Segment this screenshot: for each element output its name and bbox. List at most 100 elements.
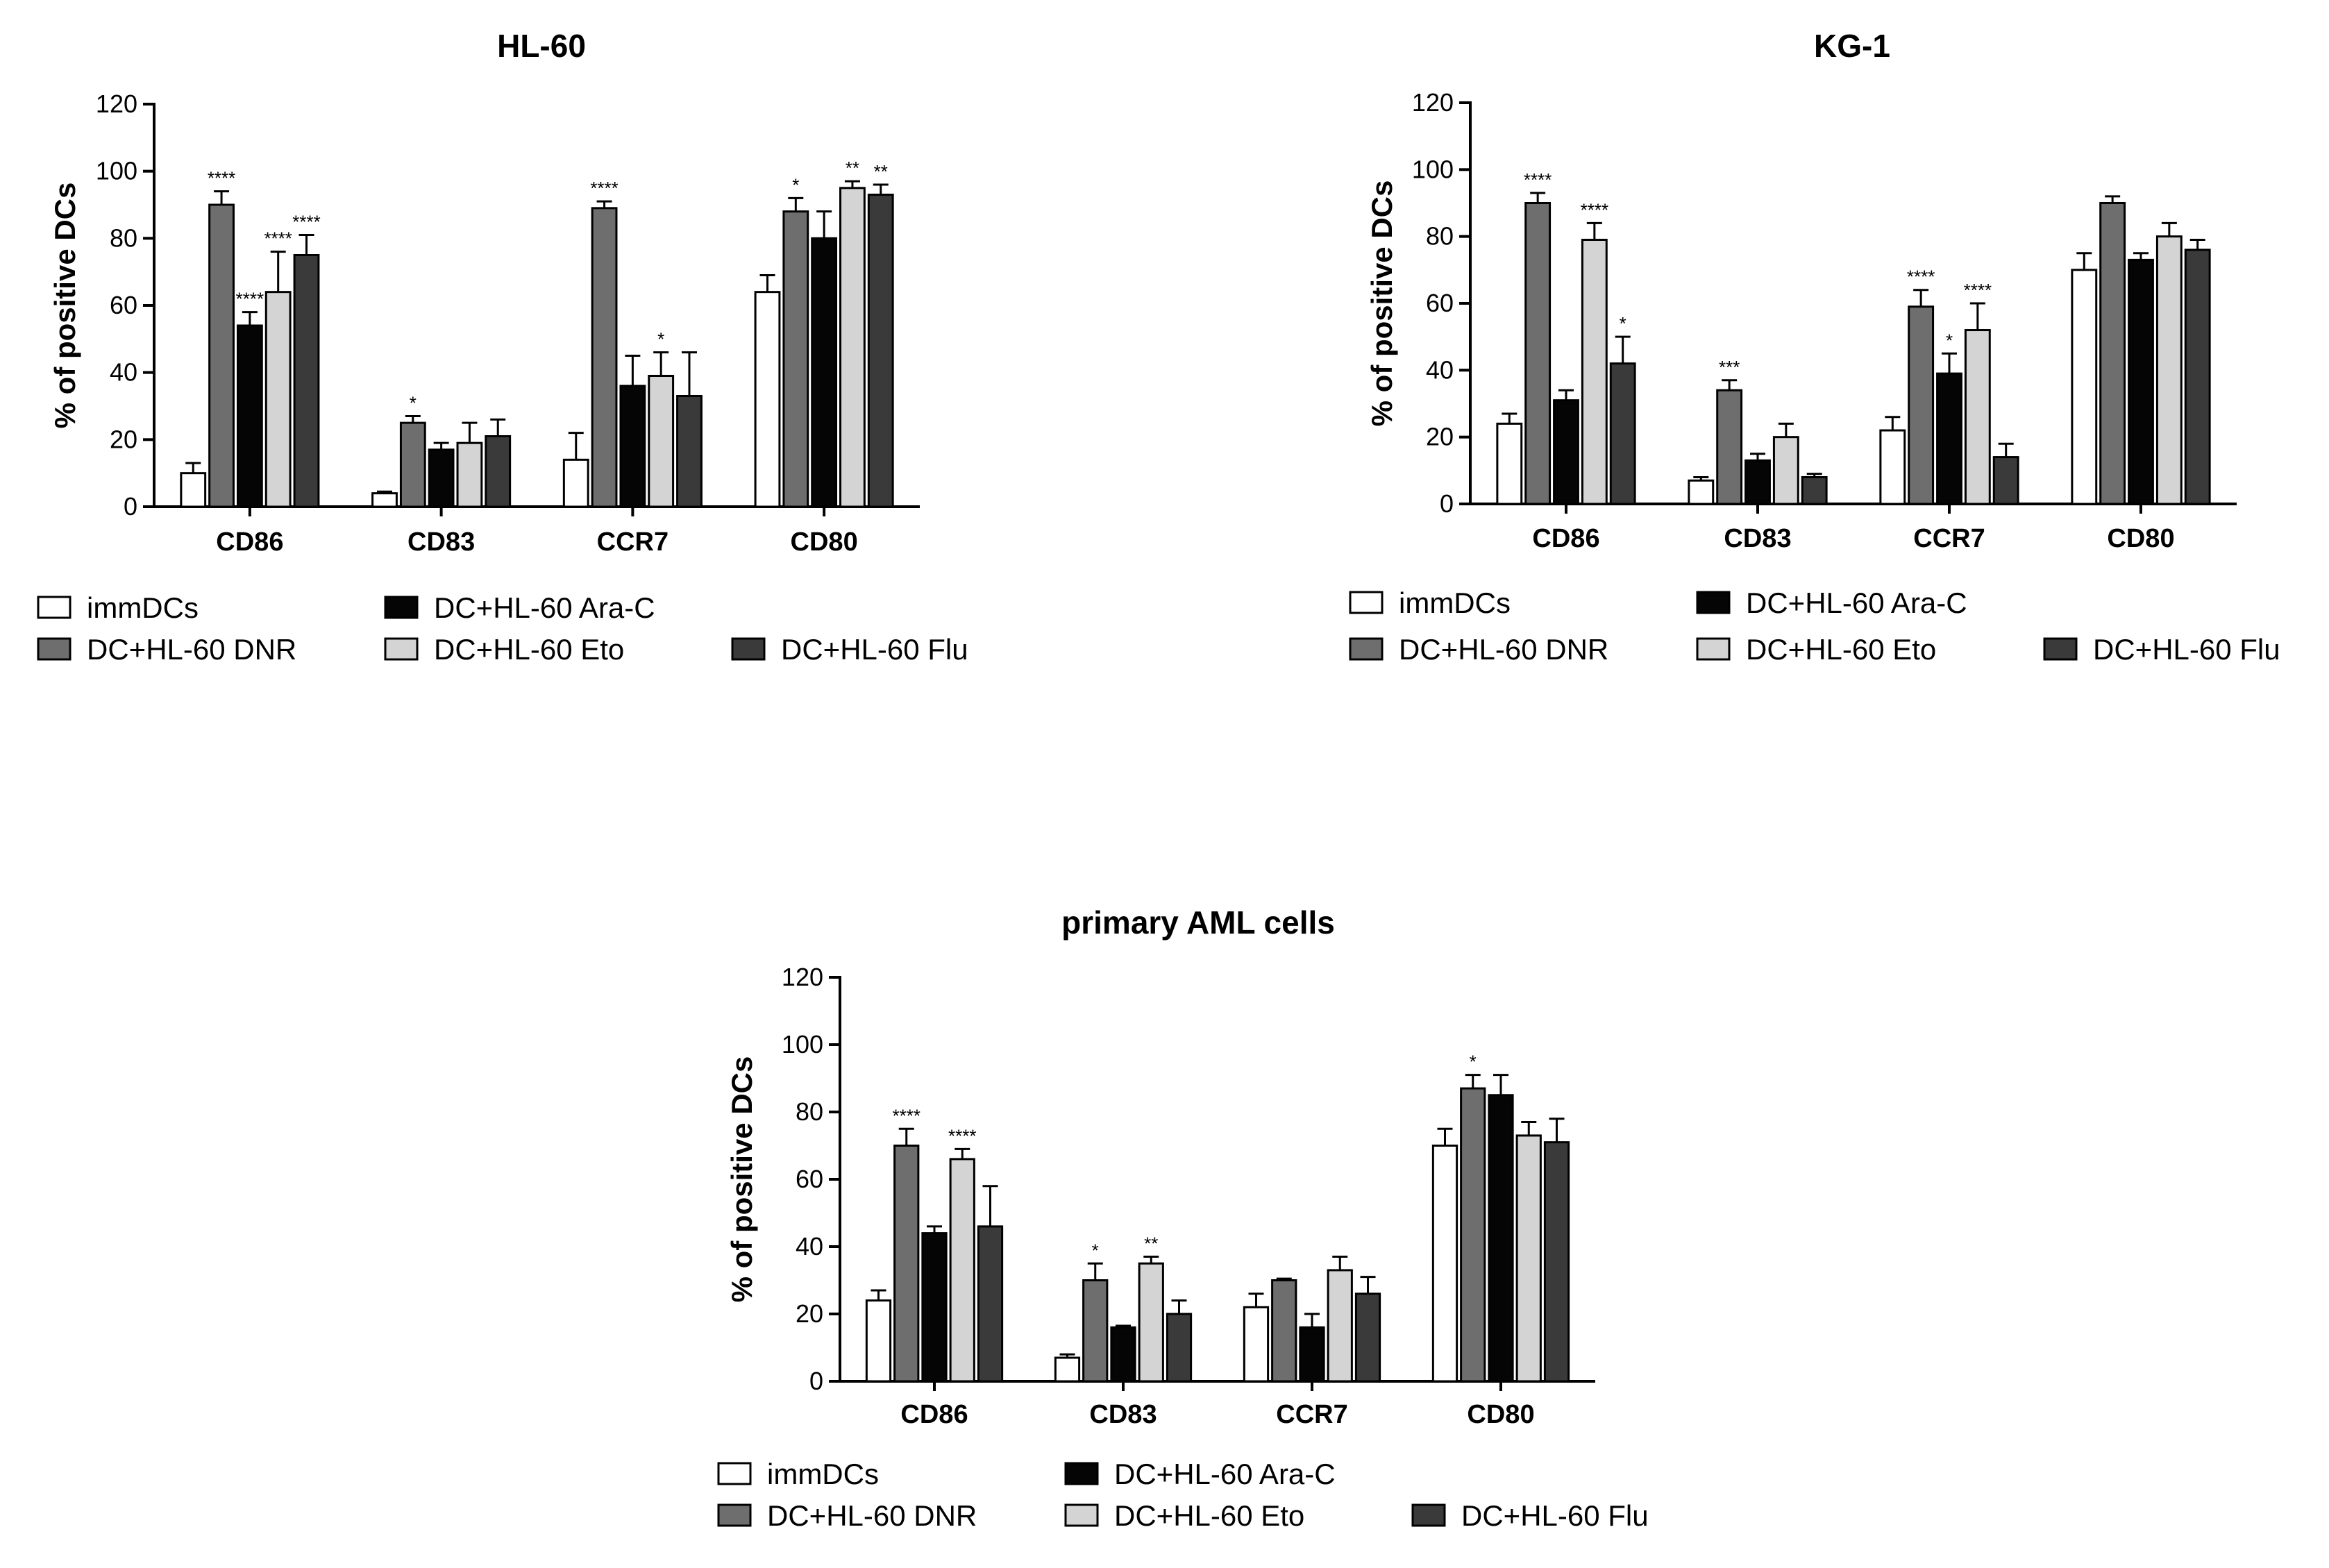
- category-label-cd83: CD83: [1089, 1400, 1157, 1429]
- significance-label: *: [1946, 330, 1953, 351]
- bar-immdcs-cd83: [371, 492, 398, 508]
- significance-label: **: [846, 158, 859, 178]
- bar-dc-hl-60-flu-ccr7: [676, 395, 703, 508]
- legend-label-dc-hl-60-eto: DC+HL-60 Eto: [1114, 1499, 1304, 1532]
- y-tick-label: 60: [796, 1165, 823, 1193]
- legend-label-dc-hl-60-dnr: DC+HL-60 DNR: [1399, 633, 1608, 666]
- bar-dc-hl-60-flu-cd86: [977, 1225, 1004, 1383]
- legend-label-dc-hl-60-ara-c: DC+HL-60 Ara-C: [434, 591, 655, 624]
- y-tick-label: 20: [796, 1299, 823, 1328]
- bar-dc-hl-60-ara-c-ccr7: [1299, 1326, 1325, 1383]
- category-label-ccr7: CCR7: [597, 528, 669, 557]
- bar-immdcs-cd83: [1054, 1356, 1081, 1383]
- bar-dc-hl-60-dnr-cd83: [399, 421, 426, 508]
- bar-dc-hl-60-ara-c-cd86: [236, 324, 263, 508]
- bar-dc-hl-60-eto-cd83: [1138, 1262, 1164, 1383]
- y-axis-label: % of positive DCs: [49, 183, 81, 429]
- bar-dc-hl-60-dnr-ccr7: [591, 207, 618, 508]
- significance-label: ***: [1719, 357, 1740, 378]
- legend-label-dc-hl-60-flu: DC+HL-60 Flu: [1461, 1499, 1649, 1532]
- y-tick-label: 40: [796, 1232, 823, 1261]
- y-tick-label: 0: [809, 1367, 823, 1395]
- bar-dc-hl-60-dnr-cd83: [1716, 389, 1743, 505]
- bar-dc-hl-60-dnr-cd86: [1524, 202, 1552, 505]
- legend-label-dc-hl-60-ara-c: DC+HL-60 Ara-C: [1746, 587, 1967, 619]
- bar-dc-hl-60-flu-cd83: [1801, 475, 1828, 505]
- legend-swatch-dc-hl-60-ara-c: [1696, 591, 1731, 614]
- y-tick-label: 80: [1426, 222, 1454, 251]
- y-tick-label: 120: [1412, 88, 1454, 117]
- category-label-ccr7: CCR7: [1913, 524, 1985, 553]
- significance-label: *: [1620, 313, 1626, 334]
- category-label-cd86: CD86: [1532, 524, 1599, 553]
- bar-dc-hl-60-eto-cd80: [839, 187, 866, 508]
- significance-label: ****: [236, 289, 264, 310]
- bar-dc-hl-60-ara-c-cd83: [1110, 1326, 1136, 1383]
- y-axis-label: % of positive DCs: [725, 1056, 758, 1303]
- y-tick-label: 100: [96, 157, 137, 185]
- significance-label: **: [1144, 1233, 1158, 1254]
- bar-dc-hl-60-flu-ccr7: [1992, 456, 2019, 505]
- legend-label-immdcs: immDCs: [767, 1458, 879, 1490]
- y-tick-label: 60: [1426, 289, 1454, 317]
- legend-label-dc-hl-60-flu: DC+HL-60 Flu: [2093, 633, 2280, 666]
- bar-dc-hl-60-dnr-cd80: [782, 210, 809, 508]
- bar-dc-hl-60-eto-cd86: [1581, 238, 1608, 505]
- bar-dc-hl-60-ara-c-cd80: [1488, 1094, 1514, 1383]
- y-tick-label: 20: [110, 425, 137, 453]
- y-tick-label: 120: [96, 90, 137, 118]
- chart-title: primary AML cells: [1061, 904, 1335, 941]
- significance-label: ****: [1581, 199, 1608, 220]
- y-tick-label: 40: [110, 358, 137, 387]
- bar-dc-hl-60-eto-ccr7: [648, 375, 675, 508]
- legend-swatch-immdcs: [717, 1462, 752, 1485]
- bar-dc-hl-60-eto-cd83: [456, 441, 483, 508]
- bar-dc-hl-60-flu-cd80: [867, 194, 894, 508]
- bar-dc-hl-60-ara-c-ccr7: [1936, 372, 1962, 505]
- y-tick-label: 0: [124, 492, 137, 521]
- y-tick-label: 40: [1426, 355, 1454, 384]
- bar-dc-hl-60-dnr-cd80: [1460, 1087, 1486, 1383]
- legend-swatch-dc-hl-60-ara-c: [384, 596, 419, 619]
- significance-label: *: [1092, 1240, 1099, 1261]
- bar-dc-hl-60-flu-cd80: [1543, 1141, 1570, 1383]
- bar-dc-hl-60-dnr-cd80: [2099, 202, 2126, 505]
- y-tick-label: 20: [1426, 423, 1454, 451]
- legend-label-immdcs: immDCs: [1399, 587, 1511, 619]
- bar-immdcs-ccr7: [1243, 1306, 1270, 1383]
- category-label-cd83: CD83: [407, 528, 475, 557]
- significance-label: ****: [1524, 169, 1552, 190]
- legend-label-dc-hl-60-ara-c: DC+HL-60 Ara-C: [1114, 1458, 1336, 1490]
- bar-immdcs-cd86: [865, 1299, 892, 1383]
- bar-dc-hl-60-dnr-cd86: [208, 203, 235, 508]
- bar-dc-hl-60-ara-c-cd83: [428, 448, 455, 508]
- significance-label: *: [657, 329, 664, 350]
- bar-dc-hl-60-eto-cd86: [949, 1158, 975, 1383]
- bar-dc-hl-60-dnr-cd83: [1082, 1279, 1109, 1383]
- legend-swatch-dc-hl-60-flu: [731, 637, 766, 661]
- bar-dc-hl-60-eto-cd86: [264, 291, 292, 508]
- category-label-cd80: CD80: [1467, 1400, 1534, 1429]
- bar-dc-hl-60-flu-ccr7: [1354, 1292, 1381, 1383]
- chart-kg-1: KG-1 % of positive DCs 0 20 40 60 80 100 120 CD86…: [1349, 28, 2280, 666]
- bar-dc-hl-60-eto-cd83: [1772, 436, 1799, 505]
- significance-label: *: [1470, 1052, 1477, 1072]
- chart-title: KG-1: [1814, 28, 1890, 64]
- bar-dc-hl-60-ara-c-cd80: [2128, 258, 2154, 505]
- bar-dc-hl-60-ara-c-cd80: [811, 237, 838, 508]
- category-label-cd80: CD80: [791, 528, 858, 557]
- legend-swatch-dc-hl-60-eto: [384, 637, 419, 661]
- y-tick-label: 0: [1440, 489, 1454, 518]
- significance-label: *: [410, 393, 417, 414]
- legend-swatch-dc-hl-60-eto: [1064, 1503, 1099, 1527]
- bar-dc-hl-60-ara-c-cd83: [1744, 459, 1771, 505]
- legend-label-dc-hl-60-eto: DC+HL-60 Eto: [434, 633, 624, 666]
- legend-swatch-dc-hl-60-eto: [1696, 637, 1731, 661]
- bar-dc-hl-60-flu-cd86: [1609, 362, 1636, 505]
- significance-label: ****: [948, 1125, 976, 1146]
- y-axis-label: % of positive DCs: [1365, 180, 1398, 427]
- bar-dc-hl-60-dnr-cd86: [893, 1145, 920, 1383]
- bar-dc-hl-60-dnr-ccr7: [1271, 1279, 1297, 1383]
- bar-dc-hl-60-eto-cd80: [2155, 235, 2183, 505]
- legend-label-dc-hl-60-dnr: DC+HL-60 DNR: [87, 633, 296, 666]
